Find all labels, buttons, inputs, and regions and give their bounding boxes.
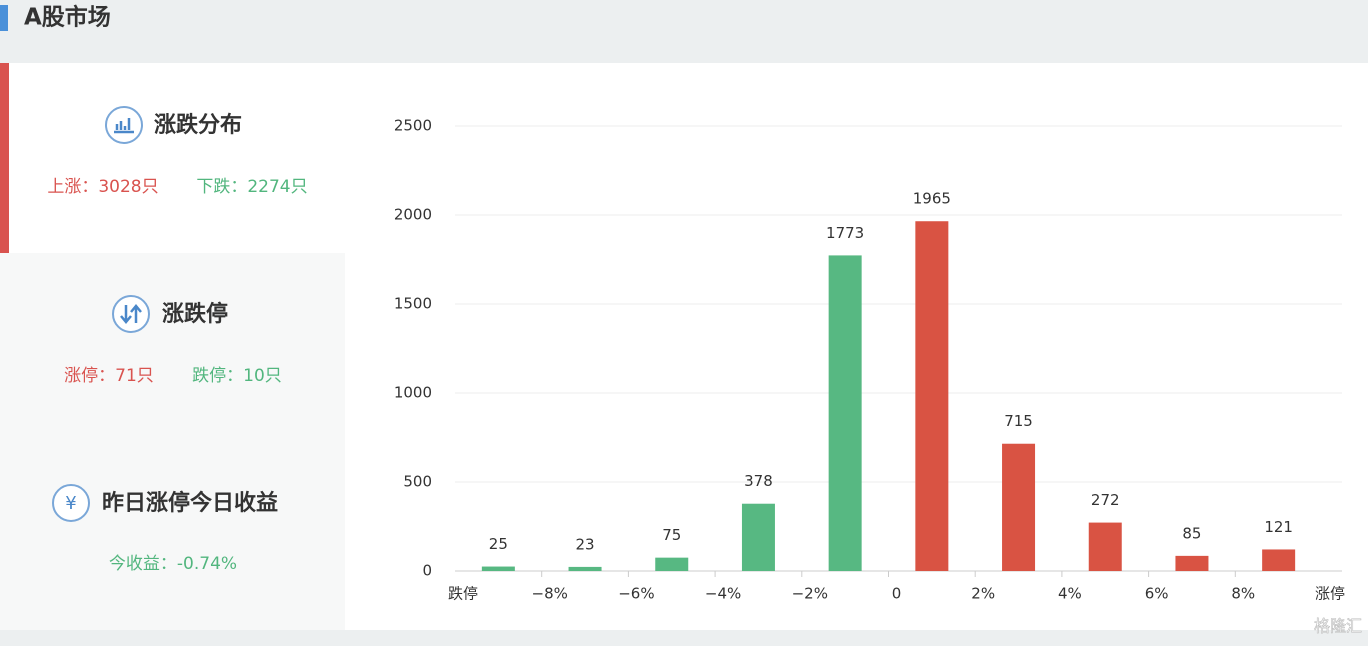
x-tick-label: −4% [705, 585, 741, 603]
bar [1262, 549, 1296, 571]
chart: 0 500 1000 1500 2000 2500 跌停 −8% −6% −4% −2% 0 2% 4% 6… [394, 117, 1345, 603]
y-tick-label: 1000 [394, 384, 432, 402]
y-tick-label: 500 [403, 473, 432, 491]
bar [915, 221, 949, 572]
stat: 上涨：3028只 [47, 177, 158, 197]
x-tick-label: −6% [618, 585, 654, 603]
tab[interactable]: 涨跌分布 [105, 106, 242, 144]
bar [741, 503, 775, 571]
y-tick-label: 1500 [394, 295, 432, 313]
icon-glyph [114, 118, 134, 134]
y-tick-label: 2500 [394, 117, 432, 135]
x-tick-label: 跌停 [448, 585, 478, 603]
x-tick-label: 涨停 [1315, 585, 1345, 603]
active-tab-marker [0, 63, 9, 253]
watermark: 格隆汇 [1314, 617, 1362, 636]
header-bg [0, 0, 1368, 63]
value-label: 85 [1182, 524, 1201, 542]
x-tick-label: 6% [1145, 585, 1169, 603]
y-tick-label: 0 [422, 562, 432, 580]
icon [105, 106, 143, 144]
icon [112, 295, 150, 333]
x-tick-label: 8% [1231, 585, 1255, 603]
bar [568, 566, 602, 571]
x-tick-label: 2% [971, 585, 995, 603]
tab[interactable]: 涨跌停 [112, 295, 228, 333]
x-tick-label: −2% [792, 585, 828, 603]
x-tick-label: 0 [892, 585, 902, 603]
value-label: 75 [662, 526, 681, 544]
x-tick-label: 4% [1058, 585, 1082, 603]
bar [481, 566, 515, 571]
value-label: 1773 [826, 224, 864, 242]
stat: 今收益：-0.74% [109, 554, 237, 574]
header-accent [0, 5, 8, 31]
value-label: 378 [744, 472, 773, 490]
side-bg [0, 253, 345, 630]
value-label: 272 [1091, 491, 1120, 509]
bar [655, 557, 689, 571]
tab-title: 涨跌分布 [154, 112, 242, 138]
value-label: 121 [1264, 518, 1293, 536]
y-tick-label: 2000 [394, 206, 432, 224]
bar [828, 255, 862, 571]
tab-title: 昨日涨停今日收益 [102, 490, 278, 516]
value-label: 25 [489, 535, 508, 553]
stat: 下跌：2274只 [196, 177, 307, 197]
stat: 跌停：10只 [192, 366, 282, 386]
bar [1002, 443, 1036, 571]
icon-glyph: ¥ [65, 493, 76, 514]
value-label: 23 [576, 535, 595, 553]
stat: 涨停：71只 [64, 366, 154, 386]
value-label: 1965 [913, 190, 951, 208]
tab-title: 涨跌停 [162, 301, 228, 327]
x-tick-label: −8% [532, 585, 568, 603]
icon-glyph [120, 304, 142, 324]
icon [52, 484, 90, 522]
bar [1088, 522, 1122, 571]
tab[interactable]: ¥ 昨日涨停今日收益 [52, 484, 278, 522]
header-title: A股市场 [24, 4, 111, 31]
value-label: 715 [1004, 412, 1033, 430]
bar [1175, 555, 1209, 571]
